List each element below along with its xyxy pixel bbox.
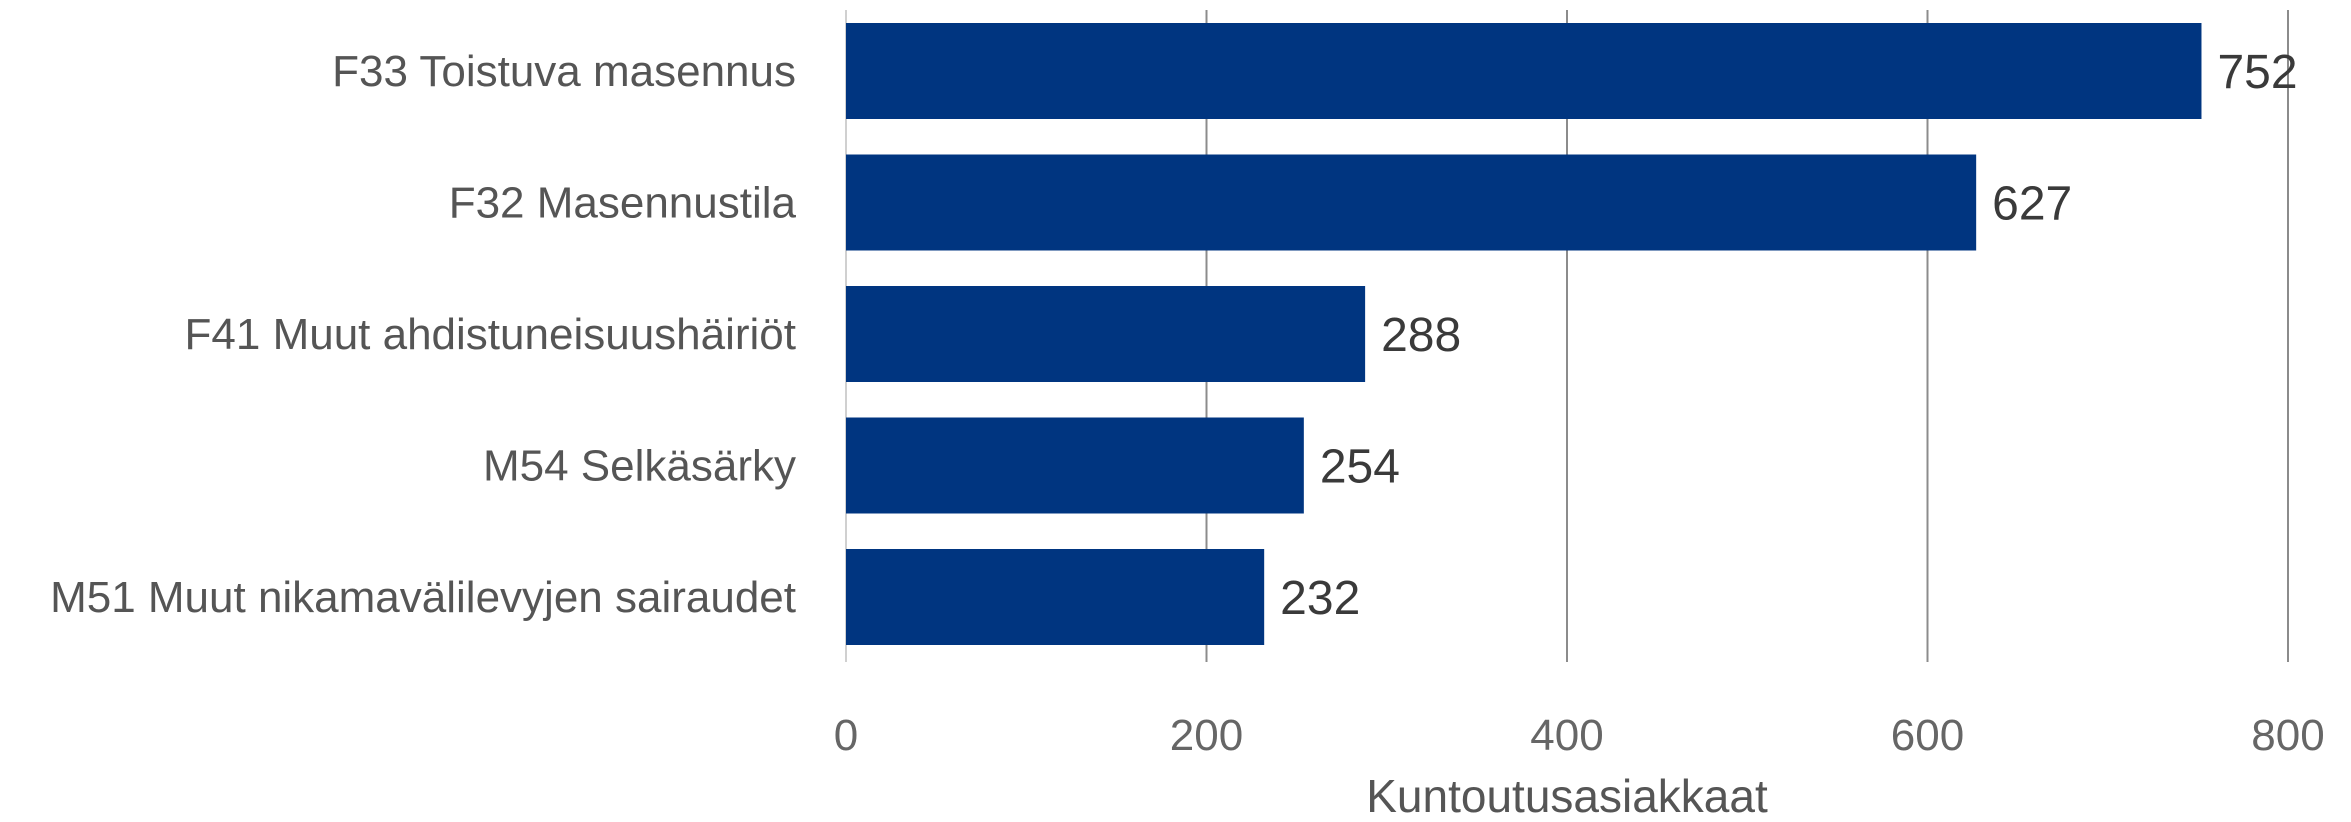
category-label: M51 Muut nikamavälilevyjen sairaudet [50, 573, 796, 622]
x-tick-label: 0 [834, 711, 858, 760]
data-label: 254 [1320, 441, 1400, 494]
bar [846, 417, 1304, 514]
bar [846, 154, 1977, 251]
data-label: 627 [1992, 178, 2072, 231]
data-labels: 752 627 288 254 232 [1280, 46, 2297, 625]
x-axis-title: Kuntoutusasiakkaat [1366, 770, 1768, 822]
data-label: 752 [2217, 46, 2297, 99]
bar [846, 549, 1265, 645]
category-labels: F33 Toistuva masennus F32 Masennustila F41… [50, 47, 796, 622]
category-label: F41 Muut ahdistuneisuushäiriöt [185, 310, 796, 359]
bar [846, 286, 1366, 382]
bar [846, 23, 2202, 119]
category-label: M54 Selkäsärky [483, 442, 796, 491]
x-tick-label: 600 [1891, 711, 1964, 760]
x-tick-label: 200 [1170, 711, 1243, 760]
category-label: F33 Toistuva masennus [332, 47, 796, 96]
x-tick-label: 800 [2251, 711, 2324, 760]
bars [846, 23, 2202, 645]
data-label: 288 [1381, 309, 1461, 362]
x-tick-label: 400 [1530, 711, 1603, 760]
data-label: 232 [1280, 572, 1360, 625]
category-label: F32 Masennustila [449, 179, 797, 228]
x-tick-labels: 0 200 400 600 800 [834, 711, 2325, 760]
